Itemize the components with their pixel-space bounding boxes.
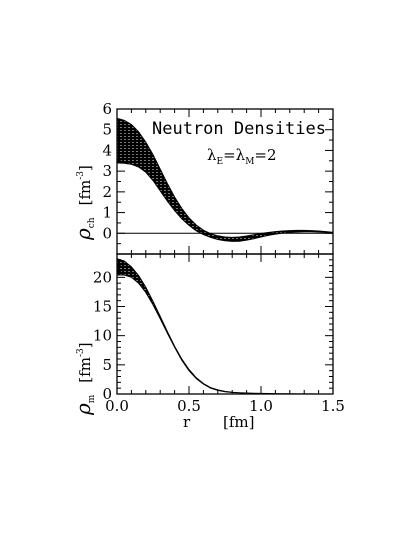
x-tick-label: 0.0	[105, 397, 129, 415]
x-tick-label: 1.5	[321, 397, 345, 415]
y-tick-label: 5	[102, 356, 112, 374]
y-tick-label: 20	[93, 268, 112, 286]
y-tick-label: 0	[102, 385, 112, 403]
y-tick-label: 5	[102, 121, 112, 139]
y-tick-label: 10	[93, 327, 112, 345]
x-axis-unit: [fm]	[223, 413, 254, 431]
matter-density-panel: 0 5 10 15 20 0.0 0.5 1.0 1.5 ρm[fm-3] r [fm]	[71, 253, 345, 431]
svg-text:ρch[fm-3]: ρch[fm-3]	[71, 165, 97, 241]
y-tick-label: 1	[102, 204, 112, 222]
y-tick-label: 2	[102, 183, 112, 201]
bottom-y-axis-label: ρm[fm-3]	[71, 342, 97, 416]
y-tick-label: 0	[102, 224, 112, 242]
bottom-y-tick-labels: 0 5 10 15 20	[93, 268, 112, 403]
charge-density-panel: 0 1 2 3 4 5 6 Neutron Densities λE=λM=2 ρch[fm…	[71, 100, 334, 255]
x-axis-variable: r	[183, 413, 191, 431]
y-tick-label: 6	[102, 100, 112, 118]
bottom-plot-frame	[116, 253, 334, 395]
lambda-annotation: λE=λM=2	[207, 146, 277, 167]
y-tick-label: 3	[102, 162, 112, 180]
top-y-tick-labels: 0 1 2 3 4 5 6	[102, 100, 112, 242]
svg-text:ρm[fm-3]: ρm[fm-3]	[71, 342, 97, 416]
panel-annotation-title: Neutron Densities	[152, 119, 326, 139]
x-tick-label: 1.0	[249, 397, 273, 415]
top-y-axis-label: ρch[fm-3]	[71, 165, 97, 241]
matter-density-band	[116, 258, 333, 395]
y-tick-label: 15	[93, 298, 112, 316]
bottom-tick-marks	[116, 253, 334, 395]
y-tick-label: 4	[102, 141, 112, 159]
x-tick-label: 0.5	[177, 397, 201, 415]
x-tick-labels: 0.0 0.5 1.0 1.5	[105, 397, 345, 415]
